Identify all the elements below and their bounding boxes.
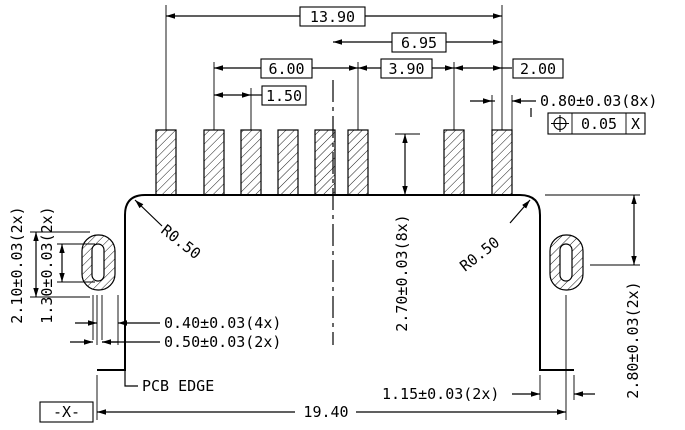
- pin-5: [314, 129, 336, 196]
- dim-13-90-box: [299, 6, 366, 27]
- dim-6-00-box: [260, 58, 313, 79]
- dim-1-50: 1.50: [266, 87, 302, 105]
- dim-slot-height-inner: 1.30±0.03(2x): [38, 206, 56, 323]
- pin-1: [155, 129, 177, 196]
- dim-3-90-box: [380, 58, 433, 79]
- dim-6-95: 6.95: [401, 34, 437, 52]
- pin-3: [240, 129, 262, 196]
- pcb-edge-label: PCB EDGE: [142, 377, 214, 395]
- dim-edge-offset: 1.15±0.03(2x): [382, 385, 499, 403]
- right-slot: [549, 234, 584, 291]
- pins: [155, 129, 513, 196]
- dimension-lines: [33, 13, 637, 415]
- left-slot: [81, 234, 116, 291]
- dim-slot-width-inner: 0.40±0.03(4x): [164, 314, 281, 332]
- dim-6-00: 6.00: [268, 60, 304, 78]
- dim-19-40: 19.40: [303, 403, 348, 421]
- pin-8: [491, 129, 513, 196]
- dim-slot-height-outer: 2.10±0.03(2x): [8, 206, 26, 323]
- pin-2: [203, 129, 225, 196]
- position-tolerance-datum: X: [631, 115, 640, 133]
- pin-6: [347, 129, 369, 196]
- dim-2-00-box: [512, 58, 564, 79]
- datum-x-label: -X-: [53, 403, 80, 421]
- dim-slot-width-outer: 0.50±0.03(2x): [164, 333, 281, 351]
- dim-3-90: 3.90: [388, 60, 424, 78]
- extension-lines: [92, 5, 575, 420]
- position-tolerance-value: 0.05: [581, 115, 617, 133]
- position-tolerance-icon: [551, 115, 569, 132]
- dim-pitch-tolerance: 0.80±0.03(8x): [540, 92, 657, 110]
- dim-6-95-box: [391, 32, 447, 53]
- dim-2-00: 2.00: [520, 60, 556, 78]
- dim-1-50-box: [261, 85, 307, 106]
- dim-pin-length: 2.70±0.03(8x): [393, 214, 411, 331]
- radius-right: R0.50: [456, 233, 503, 275]
- pin-4: [277, 129, 299, 196]
- datum-x-box: [39, 401, 94, 423]
- dim-13-90: 13.90: [310, 8, 355, 26]
- dim-foot-height: 2.80±0.03(2x): [624, 281, 642, 398]
- feature-control-frame: [547, 112, 646, 135]
- radius-left: R0.50: [158, 221, 205, 263]
- pin-7: [443, 129, 465, 196]
